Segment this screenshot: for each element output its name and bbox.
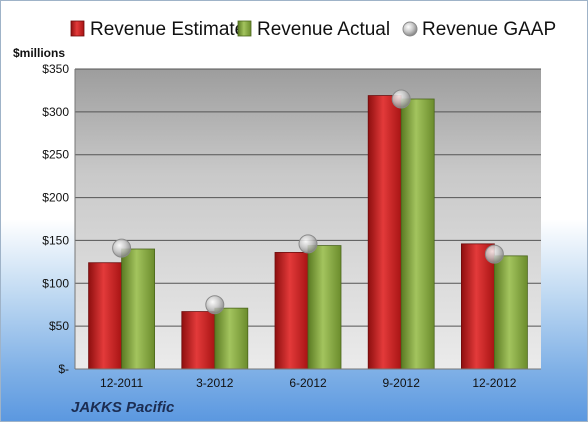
legend-item-revenue-gaap: Revenue GAAP (402, 19, 556, 40)
bar-revenue-actual (121, 248, 155, 370)
legend-item-revenue-actual: Revenue Actual (237, 19, 390, 40)
y-tick-label: $350 (42, 62, 69, 76)
legend-swatch (402, 21, 418, 37)
x-tick-label: 6-2012 (289, 376, 327, 390)
bar-revenue-estimate (88, 262, 122, 370)
legend-swatch (237, 20, 252, 37)
y-tick-label: $50 (49, 319, 69, 333)
y-tick-label: $100 (42, 276, 69, 290)
bar-revenue-estimate (460, 243, 495, 370)
bar-revenue-actual (493, 255, 528, 370)
marker-revenue-gaap (205, 295, 225, 315)
gaap-markers (112, 89, 504, 315)
legend-label: Revenue Actual (257, 19, 390, 40)
x-tick-label: 9-2012 (383, 376, 421, 390)
bar-revenue-estimate (181, 311, 216, 370)
y-tick-label: $- (58, 362, 69, 376)
legend-item-revenue-estimate: Revenue Estimate (70, 19, 245, 40)
x-tick-label: 12-2012 (472, 376, 516, 390)
y-tick-label: $300 (42, 105, 69, 119)
unit-label: $millions (13, 46, 65, 60)
x-tick-label: 12-2011 (100, 376, 143, 390)
y-tick-label: $250 (42, 148, 69, 162)
y-tick-label: $150 (42, 233, 69, 247)
bar-revenue-actual (307, 245, 342, 370)
marker-revenue-gaap (298, 234, 318, 254)
legend-label: Revenue Estimate (90, 19, 245, 40)
company-name: JAKKS Pacific (71, 399, 175, 416)
marker-revenue-gaap (112, 238, 132, 258)
bar-revenue-estimate (367, 95, 402, 370)
legend: Revenue Estimate Revenue Actual Revenue GA… (70, 19, 556, 40)
bar-revenue-actual (400, 98, 435, 370)
legend-swatch (70, 20, 85, 37)
legend-label: Revenue GAAP (422, 19, 556, 40)
y-tick-label: $200 (42, 191, 69, 205)
bar-revenue-estimate (274, 252, 309, 370)
bar-revenue-actual (214, 307, 249, 370)
axes: $- $50 $100 $150 $200 $250 $300 $350 12-2011 3-20… (42, 62, 541, 390)
bars (88, 95, 528, 370)
marker-revenue-gaap (391, 89, 411, 109)
x-tick-label: 3-2012 (196, 376, 234, 390)
marker-revenue-gaap (484, 244, 504, 264)
